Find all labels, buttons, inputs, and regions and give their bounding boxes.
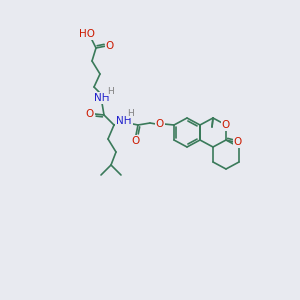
Text: NH: NH — [94, 93, 110, 103]
Text: H: H — [106, 86, 113, 95]
Text: O: O — [156, 119, 164, 129]
Text: HO: HO — [79, 29, 95, 39]
Polygon shape — [114, 121, 121, 125]
Text: O: O — [132, 136, 140, 146]
Text: O: O — [86, 109, 94, 119]
Text: O: O — [106, 41, 114, 51]
Text: O: O — [234, 137, 242, 147]
Text: O: O — [222, 120, 230, 130]
Text: NH: NH — [116, 116, 132, 126]
Text: H: H — [127, 109, 134, 118]
